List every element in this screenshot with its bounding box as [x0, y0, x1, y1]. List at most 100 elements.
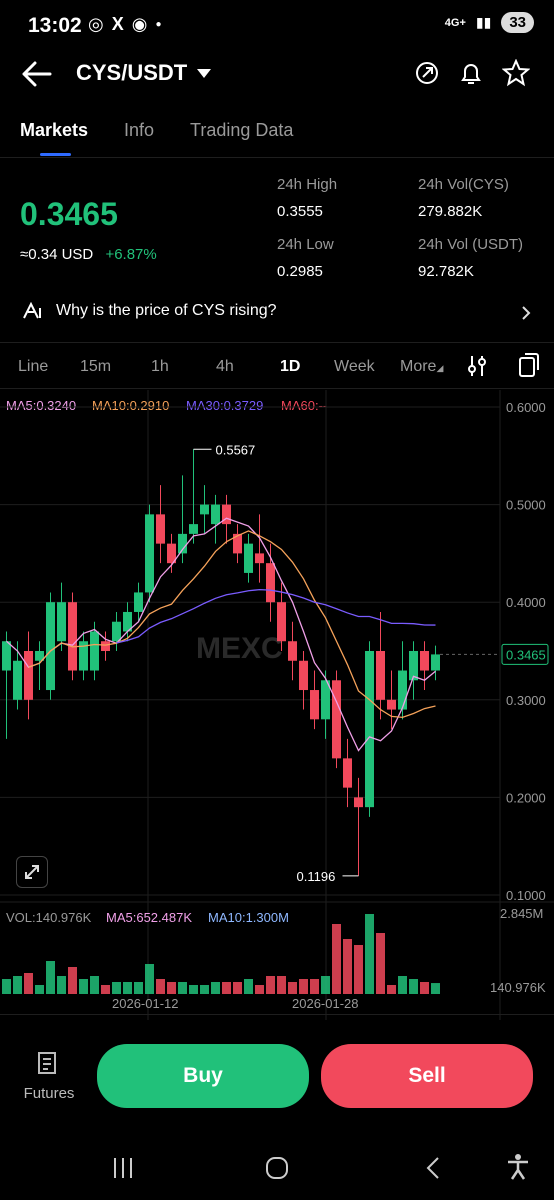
candle-body	[200, 504, 209, 515]
chevron-right-icon[interactable]	[520, 305, 532, 321]
tf-1h[interactable]: 1h	[151, 358, 169, 375]
sell-button[interactable]: Sell	[321, 1044, 533, 1108]
candle-body	[266, 563, 275, 603]
expand-button[interactable]	[16, 856, 48, 888]
vol-current-label: 140.976K	[490, 980, 546, 995]
volume-bar	[13, 976, 22, 994]
candle-body	[211, 504, 220, 525]
y-tick-label: 0.3000	[506, 693, 546, 708]
recent-apps-icon[interactable]	[110, 1156, 136, 1180]
volume-bar	[79, 979, 88, 994]
tf-15m[interactable]: 15m	[80, 358, 112, 375]
candle-body	[35, 651, 44, 661]
tf-1d[interactable]: 1D	[280, 358, 301, 375]
share-icon[interactable]	[414, 60, 440, 86]
tab-indicator	[40, 153, 71, 156]
volume-bar	[420, 982, 429, 994]
buy-button[interactable]: Buy	[97, 1044, 309, 1108]
volume-bar	[321, 976, 330, 994]
volume-bar	[112, 982, 121, 994]
ma5-line	[6, 517, 436, 752]
candle-body	[178, 533, 187, 554]
chart-layout-icon[interactable]	[518, 352, 540, 378]
last-price-tag	[501, 643, 549, 665]
volume-bar	[332, 924, 341, 994]
y-tick-label: 0.1000	[506, 888, 546, 903]
bell-icon[interactable]	[458, 60, 484, 88]
last-price-tag-label: 0.3465	[506, 647, 546, 662]
section-divider	[0, 342, 554, 343]
volume-bar	[46, 961, 55, 994]
y-tick-label: 0.5000	[506, 498, 546, 513]
low-annotation: 0.1196	[297, 869, 336, 884]
candle-body	[101, 641, 110, 651]
futures-icon	[38, 1052, 56, 1074]
candle-body	[90, 631, 99, 671]
home-icon[interactable]	[264, 1155, 290, 1181]
tf-4h[interactable]: 4h	[216, 358, 234, 375]
volume-bar	[299, 979, 308, 994]
last-price: 0.3465	[20, 196, 118, 232]
status-right: 4G+ ▮▮ 33	[445, 12, 534, 33]
volume-bar	[156, 979, 165, 994]
low-label: 24h Low	[277, 236, 334, 253]
star-icon[interactable]	[502, 59, 530, 87]
candle-body	[112, 621, 121, 642]
vol-ma10-label: MA10:1.300M	[208, 910, 289, 925]
back-nav-icon[interactable]	[424, 1155, 442, 1181]
y-tick-label: 0.6000	[506, 400, 546, 415]
usd-price: ≈0.34 USD	[20, 246, 94, 263]
volume-bar	[233, 982, 242, 994]
volume-bar	[134, 982, 143, 994]
indicator-settings-icon[interactable]	[466, 354, 488, 378]
tf-more[interactable]: More◢	[400, 358, 443, 376]
candle-body	[233, 533, 242, 554]
volume-bar	[68, 967, 77, 994]
signal-icon: ▮▮	[475, 14, 492, 30]
candle-body	[343, 758, 352, 788]
candle-body	[420, 651, 429, 671]
status-bar: 13:02 ◎ X ◉ ● 4G+ ▮▮ 33	[0, 0, 554, 52]
candle-body	[2, 641, 11, 671]
back-arrow-icon[interactable]	[22, 60, 52, 88]
candle-body	[321, 680, 330, 720]
candle-body	[332, 680, 341, 759]
vol-ma5-label: MA5:652.487K	[106, 910, 193, 925]
volume-bar	[167, 982, 176, 994]
candlestick-chart[interactable]: 0.6000 0.5000 0.4000 0.3000 0.2000 0.1000 MEXC…	[0, 390, 554, 1020]
tab-trading-data[interactable]: Trading Data	[190, 120, 294, 140]
tf-week[interactable]: Week	[334, 358, 375, 375]
ma10-label: MA10:0.2910	[92, 398, 170, 413]
volume-bar	[376, 933, 385, 994]
vol-base-label: 24h Vol(CYS)	[418, 176, 509, 193]
ma60-label: MA60:--	[281, 398, 328, 413]
chart-bottom-divider	[0, 1014, 554, 1015]
high-annotation: 0.5567	[216, 442, 256, 457]
candle-body	[24, 651, 33, 700]
volume-bar	[90, 976, 99, 994]
caret-icon: ◢	[436, 363, 444, 373]
futures-button[interactable]: Futures	[20, 1050, 78, 1102]
x-tick-label: 2026-01-28	[292, 996, 359, 1011]
volume-bar	[431, 983, 440, 994]
volume-bar	[255, 985, 264, 994]
volume-bar	[244, 979, 253, 994]
tf-line[interactable]: Line	[18, 358, 49, 375]
tf-more-label: More	[400, 358, 437, 375]
accessibility-icon[interactable]	[506, 1153, 530, 1181]
candle-body	[189, 524, 198, 534]
volume-bar	[222, 982, 231, 994]
why-rising-row[interactable]: Why is the price of CYS rising?	[22, 302, 277, 320]
ma10-line	[28, 530, 436, 719]
candle-body	[46, 602, 55, 691]
usd-price-row: ≈0.34 USD +6.87%	[20, 246, 157, 263]
candle-body	[222, 504, 231, 525]
candle-body	[354, 797, 363, 808]
volume-bar	[343, 939, 352, 994]
tab-info[interactable]: Info	[124, 120, 155, 140]
pair-selector[interactable]: CYS/USDT	[76, 60, 212, 86]
volume-bar	[387, 985, 396, 994]
tab-markets[interactable]: Markets	[20, 120, 89, 140]
volume-bar	[211, 982, 220, 994]
candle-body	[244, 543, 253, 573]
